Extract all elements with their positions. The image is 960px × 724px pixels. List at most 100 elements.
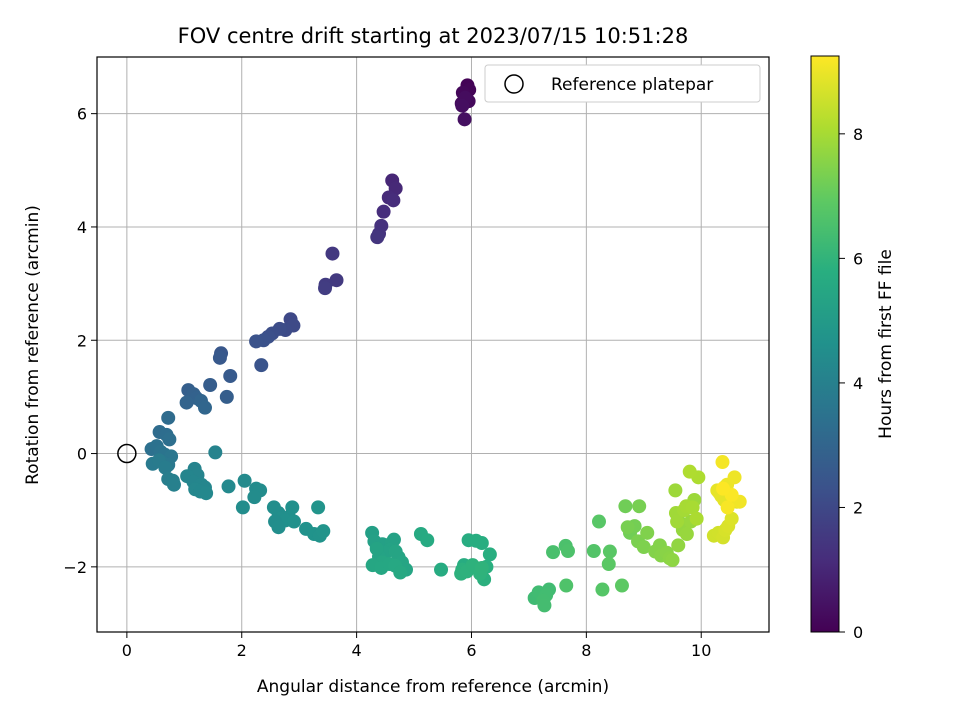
scatter-point — [618, 499, 633, 514]
scatter-point — [434, 562, 449, 577]
colorbar-tick-label: 0 — [853, 623, 863, 642]
scatter-point — [586, 543, 601, 558]
scatter-point — [285, 500, 300, 515]
scatter-points — [144, 78, 747, 613]
scatter-point — [247, 490, 262, 505]
scatter-point — [632, 499, 647, 514]
scatter-point — [161, 410, 176, 425]
colorbar-tick-label: 4 — [853, 374, 863, 393]
x-tick-label: 6 — [466, 641, 476, 660]
scatter-point — [716, 481, 731, 496]
colorbar: 0 2 4 6 8 Hours from first FF file — [810, 55, 896, 642]
scatter-point — [369, 541, 384, 556]
y-tick-label: 4 — [77, 218, 87, 237]
scatter-point — [162, 432, 177, 447]
scatter-point — [318, 281, 333, 296]
scatter-point — [601, 557, 616, 572]
scatter-point — [203, 378, 218, 393]
scatter-point — [474, 560, 489, 575]
scatter-point — [537, 598, 552, 613]
scatter-point — [560, 543, 575, 558]
scatter-point — [158, 460, 173, 475]
scatter-point — [235, 500, 250, 515]
scatter-point — [199, 486, 214, 501]
x-axis-ticks: 0 2 4 6 8 10 — [122, 632, 711, 660]
y-axis-ticks: −2 0 2 4 6 — [63, 105, 97, 577]
grid-lines — [97, 57, 769, 632]
scatter-point — [223, 368, 238, 383]
colorbar-ticks: 0 2 4 6 8 — [839, 125, 863, 642]
scatter-point — [591, 514, 606, 529]
scatter-point — [219, 389, 234, 404]
x-tick-label: 4 — [352, 641, 362, 660]
scatter-point — [640, 525, 655, 540]
scatter-point — [197, 400, 212, 415]
scatter-point — [595, 582, 610, 597]
scatter-point — [316, 524, 331, 539]
y-axis-label: Rotation from reference (arcmin) — [23, 205, 43, 485]
scatter-point — [455, 98, 470, 113]
scatter-point — [249, 334, 264, 349]
plot-frame — [96, 56, 770, 633]
scatter-point — [393, 565, 408, 580]
colorbar-tick-label: 6 — [853, 249, 863, 268]
scatter-point — [670, 514, 685, 529]
scatter-point — [620, 520, 635, 535]
scatter-point — [166, 477, 181, 492]
scatter-point — [546, 545, 561, 560]
colorbar-gradient — [810, 55, 840, 633]
scatter-point — [179, 395, 194, 410]
x-axis-label: Angular distance from reference (arcmin) — [257, 677, 609, 697]
scatter-point — [689, 511, 704, 526]
scatter-point — [636, 540, 651, 555]
scatter-point — [287, 514, 302, 529]
scatter-point — [720, 500, 735, 515]
scatter-point — [325, 246, 340, 261]
reference-platepar-marker — [117, 443, 137, 464]
x-tick-label: 8 — [581, 641, 591, 660]
scatter-point — [482, 547, 497, 562]
scatter-point — [311, 500, 326, 515]
scatter-point — [665, 553, 680, 568]
scatter-point — [376, 204, 391, 219]
scatter-point — [208, 445, 223, 460]
scatter-point — [724, 511, 739, 526]
scatter-point — [221, 479, 236, 494]
scatter-point — [715, 455, 730, 470]
scatter-point — [602, 544, 617, 559]
scatter-point — [614, 578, 629, 593]
colorbar-label: Hours from first FF file — [876, 249, 896, 439]
legend-marker-icon — [504, 74, 524, 94]
scatter-point — [474, 536, 489, 551]
scatter-point — [237, 473, 252, 488]
legend-box — [484, 64, 761, 103]
scatter-point — [682, 464, 697, 479]
y-tick-label: 2 — [77, 331, 87, 350]
y-tick-label: −2 — [63, 558, 87, 577]
legend-label: Reference platepar — [551, 75, 713, 95]
colorbar-tick-label: 8 — [853, 125, 863, 144]
y-tick-label: 6 — [77, 105, 87, 124]
legend: Reference platepar — [484, 64, 761, 103]
x-tick-label: 0 — [122, 641, 132, 660]
scatter-point — [254, 358, 269, 373]
scatter-point — [679, 526, 694, 541]
scatter-point — [329, 273, 344, 288]
scatter-point — [370, 230, 385, 245]
scatter-point — [559, 578, 574, 593]
scatter-point — [457, 112, 472, 127]
scatter-point — [668, 483, 683, 498]
scatter-point — [271, 520, 286, 535]
scatter-point — [671, 538, 686, 553]
colorbar-tick-label: 2 — [853, 498, 863, 517]
y-tick-label: 0 — [77, 445, 87, 464]
scatter-point — [386, 193, 401, 208]
x-tick-label: 2 — [237, 641, 247, 660]
scatter-point — [420, 533, 435, 548]
scatter-point — [685, 500, 700, 515]
chart-title: FOV centre drift starting at 2023/07/15 … — [178, 24, 689, 48]
x-tick-label: 10 — [691, 641, 711, 660]
scatter-point — [727, 470, 742, 485]
scatter-point — [212, 350, 227, 365]
